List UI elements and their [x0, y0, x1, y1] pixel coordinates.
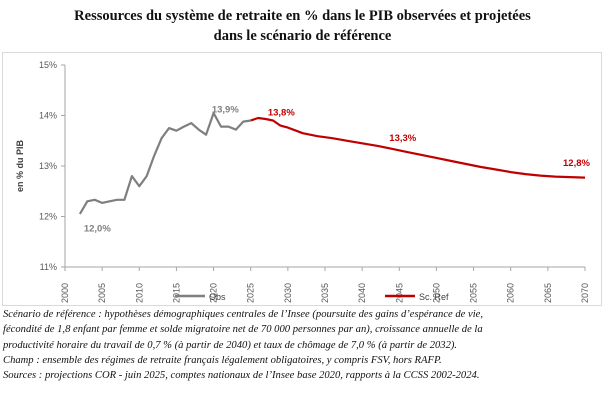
notes-block: Scénario de référence : hypothèses démog…: [3, 307, 603, 383]
x-tick-label: 2020: [209, 283, 219, 303]
x-tick-label: 2045: [394, 283, 404, 303]
y-tick-label: 12%: [39, 212, 57, 222]
x-tick-label: 2050: [431, 283, 441, 303]
y-tick-label: 14%: [39, 111, 57, 121]
x-tick-label: 2035: [320, 283, 330, 303]
data-label: 13,3%: [389, 133, 416, 144]
x-tick-label: 2065: [543, 283, 553, 303]
chart-area: 11% 12% 13% 14% 15% 2000 2005 2010 2015 2020 2025 2…: [2, 52, 602, 306]
x-tick-label: 2060: [506, 283, 516, 303]
note-line: fécondité de 1,8 enfant par femme et sol…: [3, 324, 483, 336]
x-tick-label: 2055: [469, 283, 479, 303]
x-tick-label: 2070: [580, 283, 590, 303]
series-line-sc-ref: [250, 116, 586, 179]
title-line-1: Ressources du système de retraite en % d…: [74, 8, 531, 24]
line-chart: 11% 12% 13% 14% 15% 2000 2005 2010 2015 2020 2025 2…: [15, 60, 590, 303]
legend-label: Obs: [209, 292, 226, 302]
legend-label: Sc. Ref: [419, 292, 449, 302]
data-label: 12,8%: [563, 158, 590, 169]
title-line-2: dans le scénario de référence: [213, 28, 392, 44]
note-line: Sources : projections COR - juin 2025, c…: [3, 370, 480, 382]
series-line-obs: [78, 111, 251, 215]
data-label: 12,0%: [84, 224, 111, 235]
y-tick-label: 15%: [39, 60, 57, 70]
y-axis-label: en % du PIB: [15, 140, 25, 193]
x-tick-label: 2005: [97, 283, 107, 303]
chart-title: Ressources du système de retraite en % d…: [0, 6, 605, 46]
y-tick-label: 11%: [40, 262, 57, 272]
x-tick-label: 2025: [246, 283, 256, 303]
x-tick-label: 2040: [357, 283, 367, 303]
x-tick-label: 2000: [60, 283, 70, 303]
x-tick-label: 2015: [171, 283, 181, 303]
note-line: Scénario de référence : hypothèses démog…: [3, 309, 484, 320]
x-tick-label: 2010: [134, 283, 144, 303]
x-tick-label: 2030: [283, 283, 293, 303]
data-label: 13,8%: [268, 108, 295, 119]
note-line: productivité horaire du travail de 0,7 %…: [3, 339, 458, 351]
data-label: 13,9%: [212, 105, 239, 116]
y-tick-label: 13%: [39, 161, 57, 171]
note-line: Champ : ensemble des régimes de retraite…: [3, 354, 442, 366]
